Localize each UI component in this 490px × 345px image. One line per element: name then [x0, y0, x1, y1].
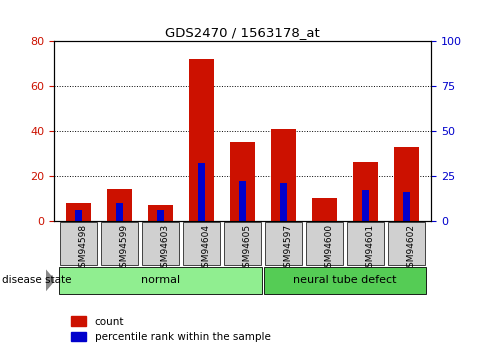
Bar — [142, 222, 179, 265]
Bar — [362, 190, 369, 221]
Bar — [60, 222, 97, 265]
Bar — [224, 222, 261, 265]
Bar — [189, 59, 214, 221]
Bar — [116, 203, 123, 221]
Bar — [66, 203, 91, 221]
Bar — [148, 205, 173, 221]
Title: GDS2470 / 1563178_at: GDS2470 / 1563178_at — [165, 26, 320, 39]
Text: GSM94599: GSM94599 — [120, 224, 128, 273]
Bar — [107, 189, 132, 221]
Bar — [183, 222, 220, 265]
Text: GSM94604: GSM94604 — [201, 224, 211, 273]
Bar — [264, 267, 426, 294]
Bar — [403, 192, 410, 221]
Bar — [306, 222, 343, 265]
Text: disease state: disease state — [2, 275, 72, 285]
Bar — [239, 181, 246, 221]
Bar — [280, 183, 287, 221]
Bar — [198, 164, 205, 221]
Text: GSM94600: GSM94600 — [324, 224, 334, 273]
Polygon shape — [46, 270, 54, 290]
Bar — [75, 210, 82, 221]
Bar — [271, 129, 296, 221]
Text: neural tube defect: neural tube defect — [294, 275, 397, 285]
Text: GSM94598: GSM94598 — [78, 224, 88, 273]
Bar — [59, 267, 262, 294]
Bar — [312, 198, 337, 221]
Text: GSM94603: GSM94603 — [161, 224, 170, 273]
Legend: count, percentile rank within the sample: count, percentile rank within the sample — [67, 312, 275, 345]
Text: GSM94605: GSM94605 — [243, 224, 251, 273]
Text: normal: normal — [141, 275, 180, 285]
Text: GSM94602: GSM94602 — [407, 224, 416, 273]
Bar — [347, 222, 384, 265]
Text: GSM94597: GSM94597 — [284, 224, 293, 273]
Text: GSM94601: GSM94601 — [366, 224, 374, 273]
Bar — [394, 147, 419, 221]
Bar — [353, 162, 378, 221]
Bar — [388, 222, 425, 265]
Bar — [157, 210, 164, 221]
Bar — [101, 222, 138, 265]
Bar — [265, 222, 302, 265]
Bar — [230, 142, 255, 221]
